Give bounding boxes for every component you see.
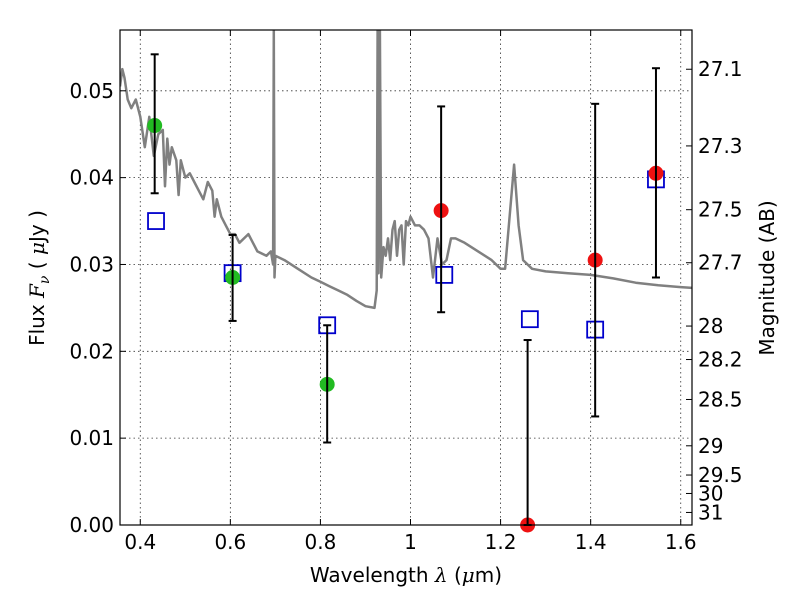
mag-tick-label: 27.1 [698,57,743,81]
model-square [147,212,165,230]
mag-tick-label: 28.2 [698,348,743,372]
mag-tick-label: 28.5 [698,387,743,411]
data-layer [120,30,692,310]
mag-tick-label: 30 [698,481,723,505]
plot-frame [119,29,693,526]
y-tick-label: 0.03 [69,252,114,276]
mag-tick-label: 28 [698,314,723,338]
mag-tick-label: 27.3 [698,134,743,158]
y-tick-label: 0.02 [69,339,114,363]
mag-tick-label: 29.5 [698,463,743,487]
mag-tick-label: 29 [698,434,723,458]
x-tick-label: 1.6 [665,530,697,554]
x-tick-label: 1.2 [485,530,517,554]
y-axis-label: Flux Fν ( μJy ) [25,210,53,346]
y-tick-label: 0.04 [69,166,114,190]
marker-layer [147,53,665,533]
mag-tick-label: 27.7 [698,251,743,275]
x-tick-label: 0.4 [124,530,156,554]
model-square [520,310,539,329]
ticks: 0.4 0.6 0.8 1 1.2 1.4 1.6 0.00 0.01 0.02 0.03 0.04 0… [69,30,743,554]
model-square [435,265,454,284]
x-tick-label: 1 [404,530,417,554]
y-tick-label: 0.00 [69,513,114,537]
x-tick-label: 1.4 [575,530,607,554]
mag-tick-label: 27.5 [698,198,743,222]
x-tick-label: 0.6 [214,530,246,554]
spectrum-line [120,30,692,310]
plot-area [120,30,692,525]
mag-tick-label: 31 [698,500,723,524]
y2-axis-label: Magnitude (AB) [755,200,779,355]
x-tick-label: 0.8 [305,530,337,554]
x-axis-label: Wavelength λ (μm) [310,563,502,587]
y-tick-label: 0.01 [69,426,114,450]
y-tick-label: 0.05 [69,79,114,103]
